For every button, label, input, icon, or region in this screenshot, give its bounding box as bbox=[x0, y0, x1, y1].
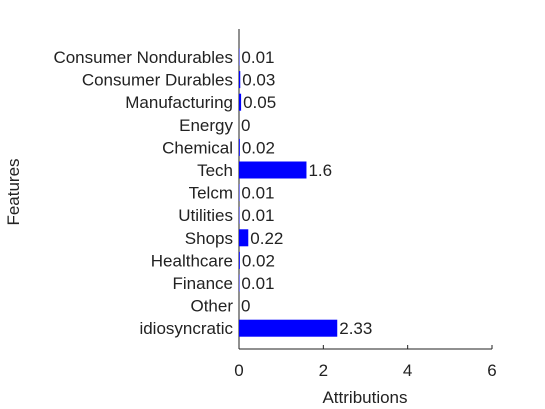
category-label-11: Other bbox=[190, 297, 233, 316]
category-label-8: Shops bbox=[185, 229, 233, 248]
bar-5 bbox=[239, 161, 307, 179]
category-label-0: Consumer Nondurables bbox=[53, 48, 233, 67]
value-labels: 0.01 0.03 0.05 0 0.02 1.6 0.01 0.01 0.22 0.02 0.01… bbox=[241, 48, 372, 338]
x-tick-label-3: 6 bbox=[487, 361, 496, 380]
category-label-6: Telcm bbox=[189, 184, 233, 203]
bar-4 bbox=[239, 138, 240, 156]
bar-1 bbox=[239, 71, 241, 89]
category-label-9: Healthcare bbox=[151, 251, 233, 270]
bar-12 bbox=[239, 319, 338, 337]
category-label-5: Tech bbox=[197, 161, 233, 180]
value-label-11: 0 bbox=[241, 297, 250, 316]
axes bbox=[238, 29, 492, 350]
category-label-7: Utilities bbox=[178, 206, 233, 225]
value-label-3: 0 bbox=[241, 116, 250, 135]
value-label-2: 0.05 bbox=[243, 93, 276, 112]
bar-8 bbox=[239, 229, 249, 247]
x-tick-label-0: 0 bbox=[234, 361, 243, 380]
bars bbox=[239, 48, 338, 337]
bar-2 bbox=[239, 93, 242, 111]
value-label-5: 1.6 bbox=[308, 161, 332, 180]
category-labels: Consumer Nondurables Consumer Durables Man… bbox=[53, 48, 233, 338]
value-label-0: 0.01 bbox=[241, 48, 274, 67]
x-ticks: 0 2 4 6 bbox=[234, 345, 497, 380]
value-label-6: 0.01 bbox=[241, 184, 274, 203]
category-label-4: Chemical bbox=[162, 138, 233, 157]
value-label-4: 0.02 bbox=[242, 138, 275, 157]
value-label-12: 2.33 bbox=[339, 319, 372, 338]
value-label-8: 0.22 bbox=[250, 229, 283, 248]
value-label-10: 0.01 bbox=[241, 274, 274, 293]
category-label-3: Energy bbox=[179, 116, 233, 135]
category-label-12: idiosyncratic bbox=[139, 319, 233, 338]
value-label-9: 0.02 bbox=[242, 251, 275, 270]
category-label-1: Consumer Durables bbox=[82, 71, 233, 90]
x-tick-label-1: 2 bbox=[319, 361, 328, 380]
category-label-2: Manufacturing bbox=[125, 93, 233, 112]
x-tick-label-2: 4 bbox=[403, 361, 412, 380]
x-axis-label: Attributions bbox=[322, 388, 407, 407]
category-label-10: Finance bbox=[173, 274, 233, 293]
bar-9 bbox=[239, 251, 240, 269]
value-label-1: 0.03 bbox=[242, 71, 275, 90]
y-axis-label: Features bbox=[4, 158, 23, 225]
value-label-7: 0.01 bbox=[241, 206, 274, 225]
